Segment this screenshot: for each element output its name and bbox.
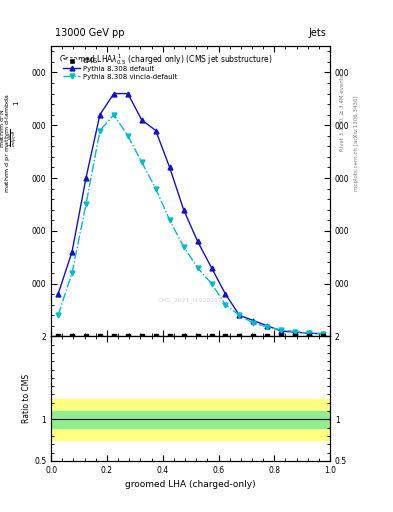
Point	[180, 332, 187, 340]
Point	[236, 332, 242, 340]
Point	[195, 332, 201, 340]
Point	[97, 332, 103, 340]
Point	[139, 332, 145, 340]
Point	[306, 332, 312, 340]
X-axis label: groomed LHA (charged-only): groomed LHA (charged-only)	[125, 480, 256, 489]
Bar	[51, 411, 330, 428]
Point	[278, 332, 285, 340]
Text: CMS_2021_I1920187: CMS_2021_I1920187	[158, 297, 223, 303]
Text: Groomed LHA$\lambda^{1}_{0.5}$ (charged only) (CMS jet substructure): Groomed LHA$\lambda^{1}_{0.5}$ (charged …	[59, 52, 274, 67]
Point	[69, 332, 75, 340]
Text: 13000 GeV pp: 13000 GeV pp	[55, 28, 125, 38]
Point	[292, 332, 298, 340]
Point	[264, 332, 270, 340]
Bar	[51, 399, 330, 440]
Text: mathrm d$^2$N: mathrm d$^2$N	[0, 108, 7, 148]
Point	[250, 332, 257, 340]
Point	[55, 332, 61, 340]
Legend: CMS, Pythia 8.308 default, Pythia 8.308 vincia-default: CMS, Pythia 8.308 default, Pythia 8.308 …	[60, 55, 180, 82]
Point	[125, 332, 131, 340]
Point	[320, 332, 326, 340]
Point	[222, 332, 229, 340]
Text: Jets: Jets	[309, 28, 326, 38]
Text: 1: 1	[13, 100, 19, 104]
Text: $\frac{1}{\sigma}\frac{d\sigma}{dp_T d\lambda}$: $\frac{1}{\sigma}\frac{d\sigma}{dp_T d\l…	[7, 129, 20, 147]
Point	[167, 332, 173, 340]
Text: mathrm d p$_T$ mathrm d-lambda: mathrm d p$_T$ mathrm d-lambda	[4, 94, 12, 193]
Text: Rivet 3.1.10, ≥ 3.4M events: Rivet 3.1.10, ≥ 3.4M events	[340, 74, 345, 151]
Text: mcplots.cern.ch [arXiv:1306.3436]: mcplots.cern.ch [arXiv:1306.3436]	[354, 96, 359, 191]
Point	[83, 332, 89, 340]
Point	[208, 332, 215, 340]
Point	[152, 332, 159, 340]
Y-axis label: Ratio to CMS: Ratio to CMS	[22, 374, 31, 423]
Point	[111, 332, 117, 340]
